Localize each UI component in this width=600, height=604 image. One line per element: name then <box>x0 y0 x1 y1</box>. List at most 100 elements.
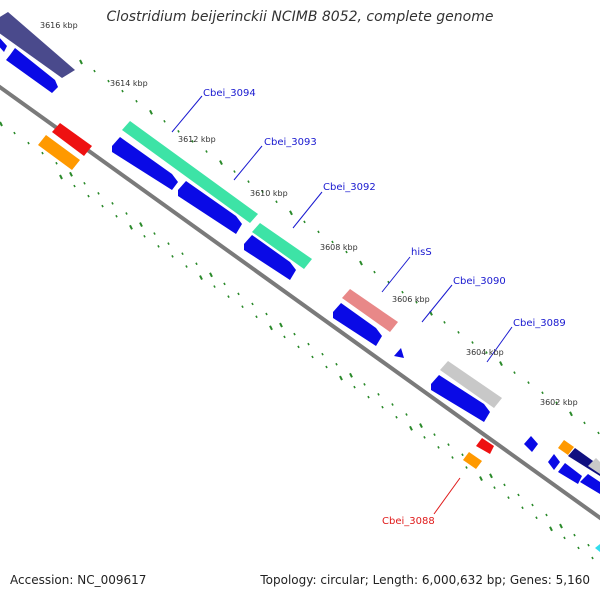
tick-mark <box>41 151 44 155</box>
rna-feature-orange[interactable] <box>463 452 482 469</box>
gene-label-cbei-3092[interactable]: Cbei_3092 <box>323 182 376 193</box>
tick-mark <box>569 411 573 417</box>
tick-mark <box>191 140 194 143</box>
gene-feature-cbei-3089[interactable] <box>440 361 502 408</box>
gene-feature-cbei-3094[interactable] <box>122 121 258 223</box>
tick-mark <box>279 322 283 328</box>
tick-mark <box>541 391 544 395</box>
tick-mark <box>381 405 384 409</box>
gene-label-cbei-3088[interactable]: Cbei_3088 <box>382 516 435 527</box>
tick-mark <box>513 371 516 374</box>
tick-mark <box>251 302 254 306</box>
tick-mark <box>317 230 320 234</box>
tick-mark <box>0 121 3 127</box>
tick-mark <box>577 546 580 550</box>
scale-label: 3604 kbp <box>466 348 504 357</box>
tick-mark <box>195 262 198 266</box>
gene-label-cbei-3090[interactable]: Cbei_3090 <box>453 276 506 287</box>
tick-mark <box>331 240 334 244</box>
tick-mark <box>261 190 264 194</box>
gene-label-cbei-3094[interactable]: Cbei_3094 <box>203 88 256 99</box>
gene-feature-grey[interactable] <box>588 458 600 474</box>
tick-mark <box>265 312 268 316</box>
scale-label: 3612 kbp <box>178 135 216 144</box>
rna-feature-orange[interactable] <box>38 135 80 170</box>
tick-mark <box>177 130 180 133</box>
tick-mark <box>549 526 553 532</box>
map-title: Clostridium beijerinckii NCIMB 8052, com… <box>106 9 494 25</box>
tick-mark <box>219 160 223 165</box>
tick-mark <box>451 456 454 459</box>
rna-feature-cyan[interactable] <box>595 544 600 552</box>
tick-mark <box>517 493 520 497</box>
tick-mark <box>527 381 530 385</box>
tick-mark <box>269 325 273 331</box>
scale-label: 3616 kbp <box>40 21 78 30</box>
tick-mark <box>157 245 160 248</box>
gene-feature-cds[interactable] <box>333 303 382 346</box>
gene-feature-cds[interactable] <box>178 181 242 234</box>
tick-mark <box>415 300 418 304</box>
tick-mark <box>363 382 366 386</box>
tick-mark <box>241 305 244 309</box>
tick-mark <box>597 431 600 435</box>
gene-feature-cds[interactable] <box>244 235 296 280</box>
tick-mark <box>135 99 138 103</box>
tick-mark <box>83 181 86 185</box>
tick-mark <box>489 473 493 479</box>
tick-mark <box>87 194 90 198</box>
gene-label-cbei-3093[interactable]: Cbei_3093 <box>264 137 317 148</box>
tick-mark <box>587 543 590 547</box>
gene-feature-cds[interactable] <box>558 463 582 484</box>
tick-mark <box>181 252 184 256</box>
gene-feature-cds[interactable] <box>524 436 538 452</box>
tick-mark <box>419 423 423 429</box>
gene-label-cbei-3089[interactable]: Cbei_3089 <box>513 318 566 329</box>
gene-feature-cds[interactable] <box>548 454 560 470</box>
tick-marks <box>0 59 600 560</box>
tick-mark <box>409 425 413 431</box>
tick-mark <box>461 453 464 457</box>
tick-mark <box>27 141 30 145</box>
rna-feature-red[interactable] <box>476 438 494 454</box>
gene-feature-cds[interactable] <box>394 348 404 358</box>
tick-mark <box>555 401 558 405</box>
rna-feature-red[interactable] <box>52 123 92 156</box>
gene-feature-cbei-3093[interactable] <box>252 223 312 269</box>
gene-feature-navy[interactable] <box>568 448 600 476</box>
tick-mark <box>293 332 296 336</box>
tick-mark <box>373 270 376 274</box>
tick-mark <box>423 435 426 439</box>
gene-feature-navy[interactable] <box>0 12 75 78</box>
tick-mark <box>545 513 548 517</box>
tick-mark <box>97 192 100 195</box>
gene-feature-cds[interactable] <box>0 36 7 52</box>
gene-feature-cds[interactable] <box>431 375 490 422</box>
tick-mark <box>115 214 118 218</box>
tick-mark <box>493 486 496 489</box>
tick-mark <box>171 255 174 258</box>
tick-mark <box>125 212 128 215</box>
tick-mark <box>199 275 203 280</box>
tick-mark <box>185 265 188 268</box>
gene-label-hisS[interactable]: hisS <box>411 247 432 258</box>
tick-mark <box>591 556 594 560</box>
tick-mark <box>401 290 404 294</box>
tick-mark <box>79 59 83 65</box>
tick-mark <box>247 180 250 183</box>
tick-mark <box>13 131 16 135</box>
rna-feature-orange[interactable] <box>558 440 574 455</box>
gene-feature-hisS[interactable] <box>342 289 398 332</box>
gene-feature-cds[interactable] <box>112 137 178 190</box>
genome-summary: Topology: circular; Length: 6,000,632 bp… <box>260 573 590 587</box>
tick-mark <box>507 496 510 500</box>
tick-mark <box>465 466 468 469</box>
tick-mark <box>107 79 110 83</box>
scale-label: 3614 kbp <box>110 79 148 88</box>
tick-mark <box>349 372 353 378</box>
tick-mark <box>205 150 208 153</box>
gene-feature-cds[interactable] <box>6 48 58 93</box>
gene-feature-cds[interactable] <box>580 474 600 494</box>
tick-mark <box>233 170 236 173</box>
